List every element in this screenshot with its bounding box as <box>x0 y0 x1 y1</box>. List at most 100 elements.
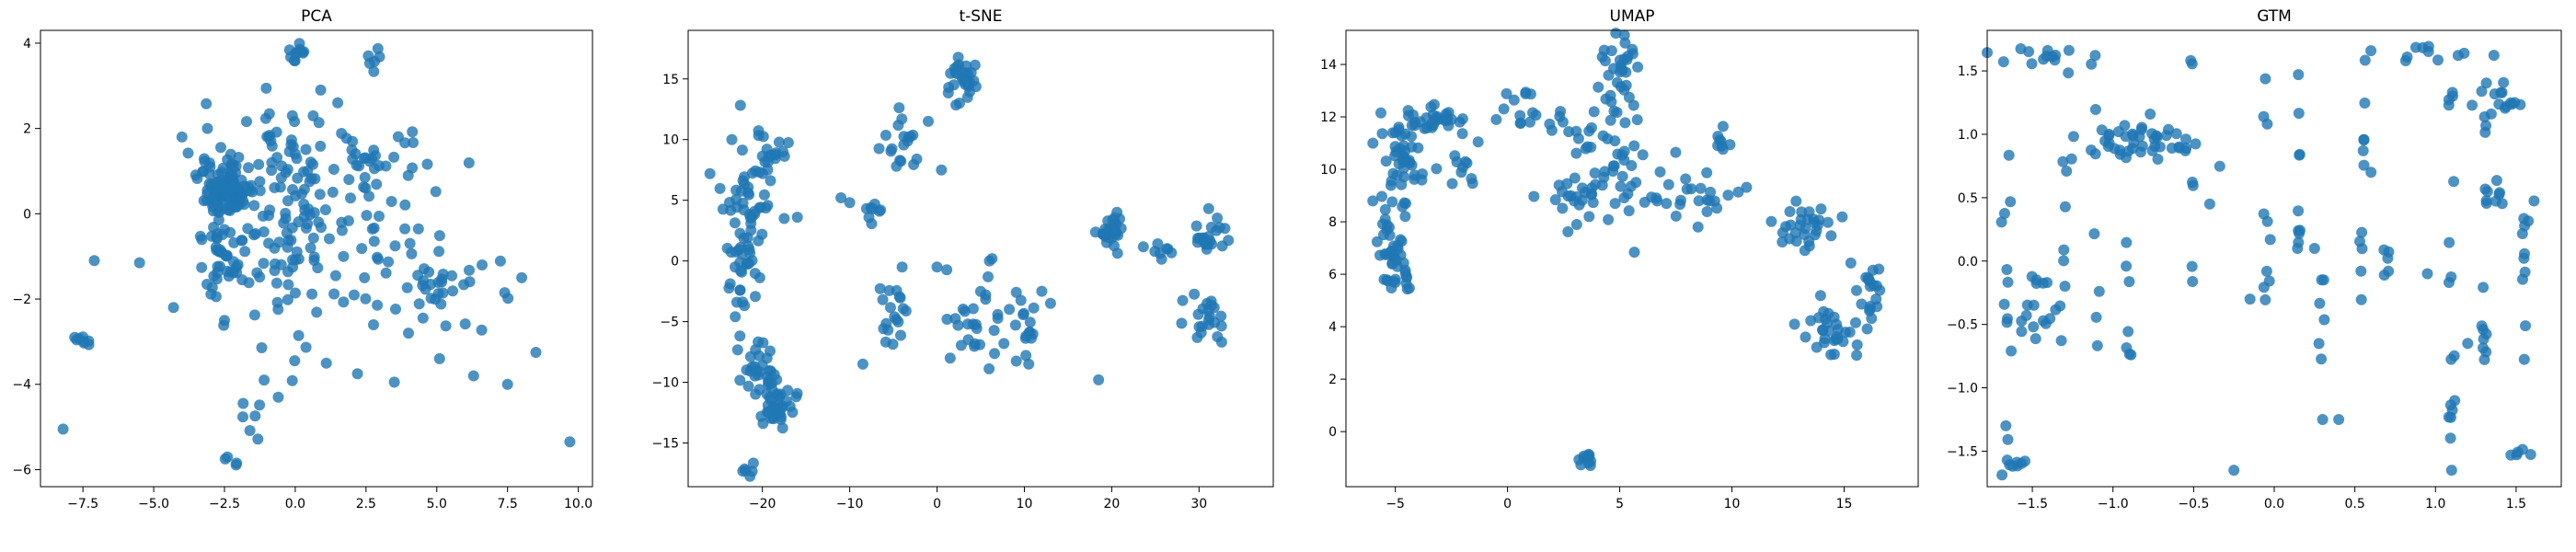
scatter-point <box>1695 182 1707 194</box>
scatter-point <box>2293 69 2305 81</box>
x-tick-label: 7.5 <box>498 497 518 512</box>
scatter-point <box>777 145 789 157</box>
scatter-point <box>844 197 856 209</box>
scatter-point <box>2476 320 2488 332</box>
scatter-point <box>356 243 368 255</box>
scatter-point <box>2086 58 2098 70</box>
scatter-point <box>2006 345 2018 357</box>
scatter-point <box>1397 140 1409 152</box>
x-tick-label: −7.5 <box>67 497 98 512</box>
tick-layer: −20 −10 0 10 20 30 −15 −10 −5 0 5 10 15 <box>651 73 1207 512</box>
scatter-point <box>737 296 749 308</box>
x-tick-label: −1.5 <box>2017 497 2048 512</box>
scatter-point <box>270 277 282 289</box>
scatter-point <box>953 98 965 109</box>
scatter-point <box>232 259 244 270</box>
scatter-point <box>2480 328 2492 340</box>
scatter-point <box>57 423 69 435</box>
y-tick-label: 0 <box>23 207 31 222</box>
scatter-point <box>782 385 794 397</box>
axes-frame <box>687 29 1274 488</box>
scatter-point <box>1212 213 1224 224</box>
scatter-point <box>88 255 100 267</box>
scatter-point <box>880 317 892 329</box>
scatter-point <box>1093 374 1105 385</box>
scatter-point <box>266 140 278 152</box>
scatter-point <box>1618 29 1630 41</box>
scatter-point <box>290 287 301 299</box>
scatter-point <box>1391 169 1403 181</box>
y-tick-label: −4 <box>12 378 31 393</box>
scatter-point <box>293 38 305 50</box>
scatter-point <box>433 230 445 242</box>
scatter-point <box>1602 132 1614 144</box>
scatter-point <box>1605 96 1617 108</box>
scatter-point <box>236 235 247 247</box>
x-tick-label: 0 <box>1503 497 1512 512</box>
scatter-point <box>1654 166 1666 178</box>
scatter-point <box>2378 270 2390 281</box>
scatter-point <box>1555 106 1567 118</box>
scatter-point <box>1528 190 1540 202</box>
scatter-point <box>433 246 445 258</box>
scatter-point <box>1380 155 1392 167</box>
y-tick-label: 0 <box>671 255 679 270</box>
y-tick-label: −0.5 <box>1947 318 1978 333</box>
scatter-point <box>494 255 506 267</box>
scatter-point <box>2096 124 2108 136</box>
scatter-point <box>2399 55 2411 66</box>
scatter-point <box>1582 448 1594 460</box>
scatter-point <box>380 160 392 172</box>
scatter-point <box>1190 220 1202 232</box>
scatter-point <box>408 137 419 148</box>
scatter-point <box>2121 260 2133 272</box>
scatter-point <box>287 184 298 195</box>
scatter-point <box>749 208 761 220</box>
scatter-point <box>2443 99 2455 111</box>
scatter-point <box>734 330 746 342</box>
scatter-point <box>1374 249 1386 261</box>
y-tick-label: 0.0 <box>1958 255 1978 270</box>
scatter-point <box>1863 274 1875 285</box>
scatter-point <box>1137 241 1149 253</box>
scatter-point <box>989 348 1000 360</box>
scatter-point <box>2015 43 2027 54</box>
scatter-point <box>765 345 776 357</box>
scatter-point <box>2093 285 2105 297</box>
scatter-point <box>359 171 371 183</box>
scatter-point <box>1803 240 1815 252</box>
scatter-point <box>2478 282 2490 293</box>
scatter-point <box>2293 205 2305 217</box>
scatter-point <box>2505 449 2517 461</box>
scatter-point <box>2203 198 2215 210</box>
scatter-point <box>2333 414 2345 425</box>
scatter-point <box>1861 323 1873 335</box>
scatter-point <box>949 313 961 325</box>
scatter-point <box>269 182 281 193</box>
scatter-point <box>285 52 296 63</box>
x-tick-label: 1.5 <box>2506 497 2526 512</box>
scatter-point <box>388 376 400 388</box>
scatter-point <box>739 171 750 183</box>
x-tick-label: −5.0 <box>138 497 169 512</box>
scatter-point <box>2001 264 2013 275</box>
scatter-point <box>328 164 339 175</box>
scatter-point <box>275 172 287 184</box>
scatter-point <box>1619 37 1631 49</box>
scatter-point <box>1109 212 1121 224</box>
scatter-point <box>2026 58 2038 70</box>
scatter-point <box>215 142 226 154</box>
scatter-point <box>2133 131 2145 143</box>
scatter-point <box>2445 353 2457 365</box>
scatter-point <box>1570 125 1582 137</box>
scatter-point <box>1777 236 1788 247</box>
scatter-point <box>389 240 401 252</box>
axes-frame <box>1986 29 2562 488</box>
scatter-point <box>243 162 254 174</box>
scatter-point <box>282 241 293 253</box>
scatter-point <box>1805 315 1817 327</box>
scatter-point <box>1661 198 1673 210</box>
scatter-point <box>983 255 995 267</box>
scatter-point <box>768 402 780 414</box>
scatter-point <box>501 378 513 390</box>
